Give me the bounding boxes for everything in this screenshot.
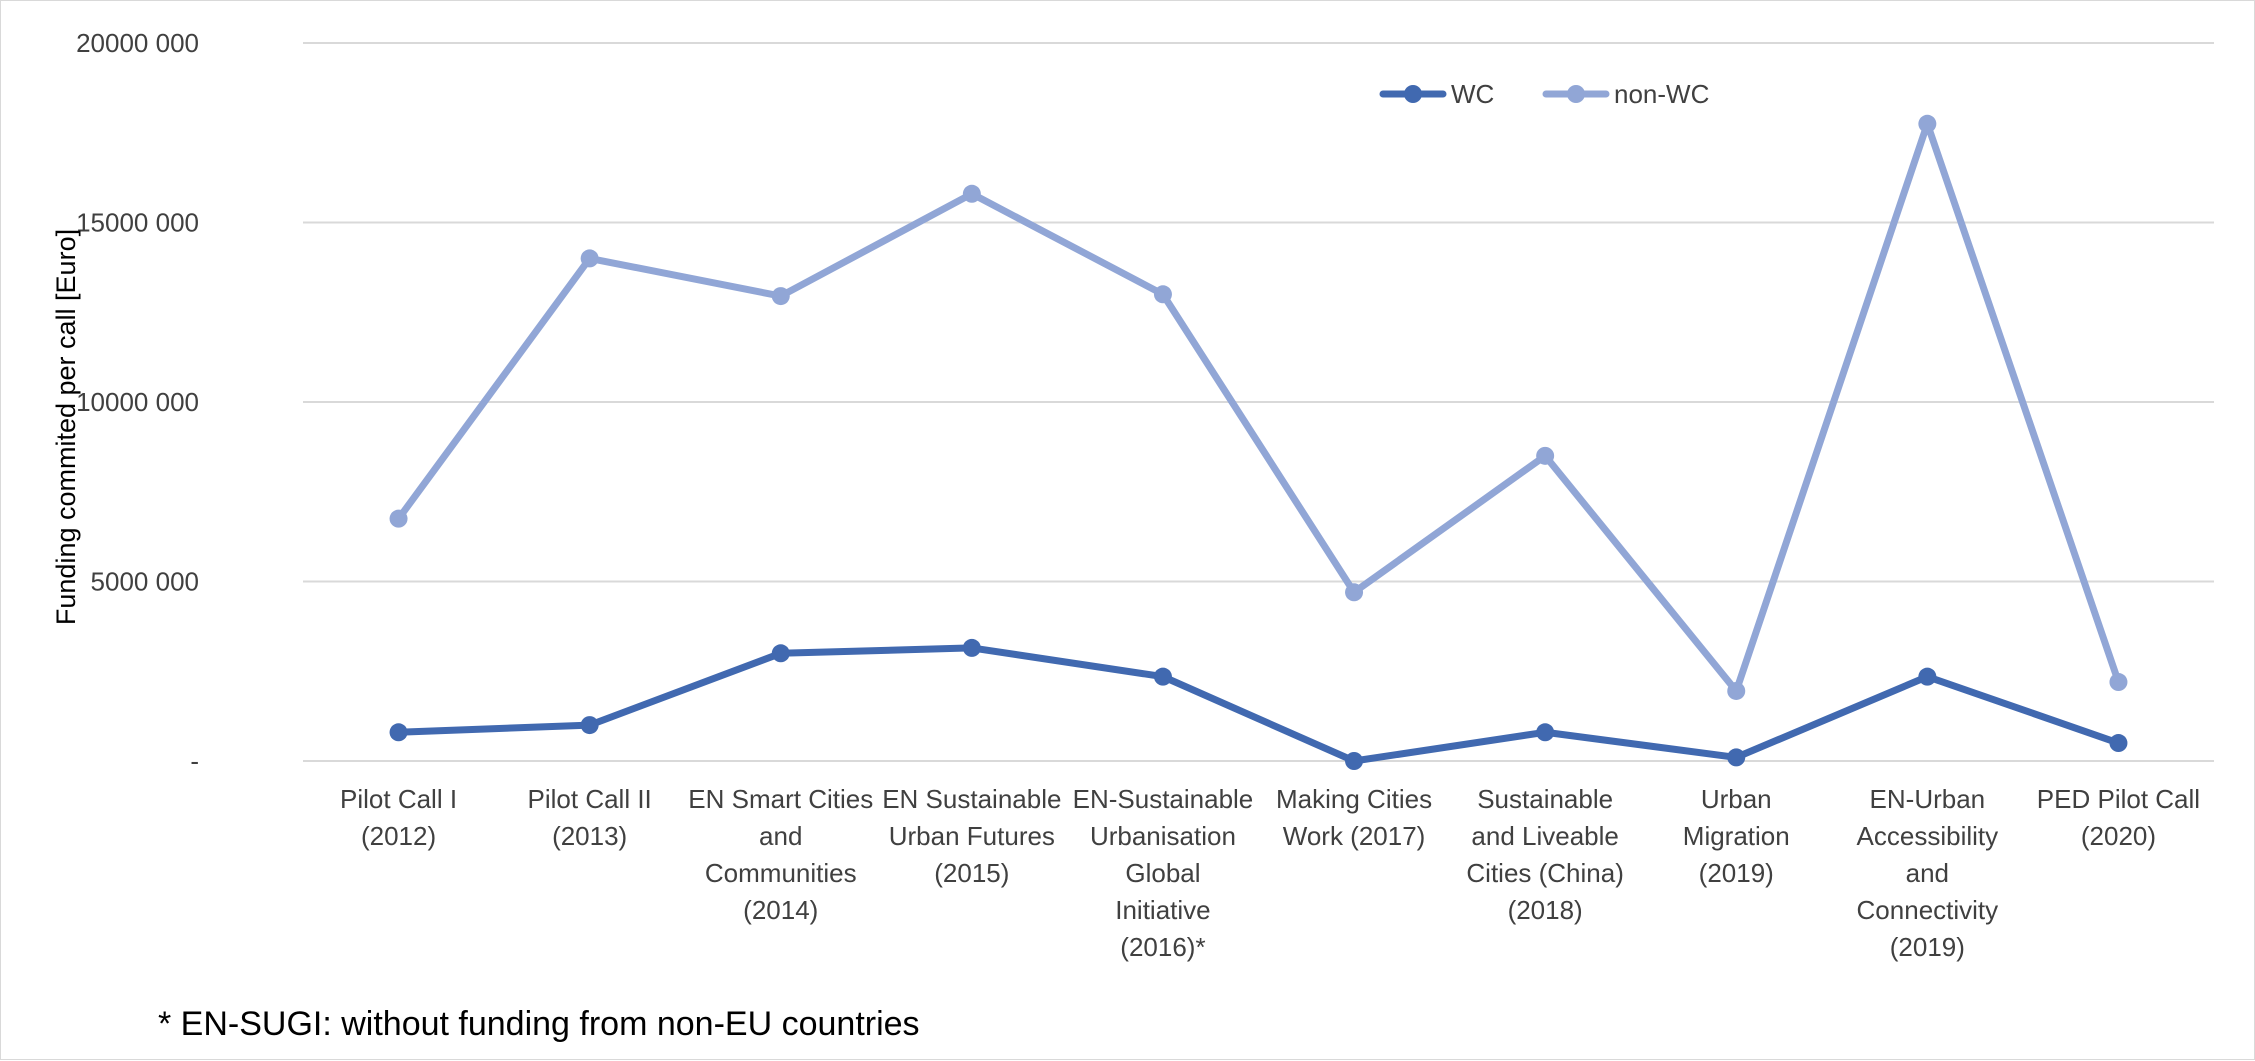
y-axis-title: Funding commited per call [Euro] [51, 229, 81, 625]
footnote: * EN-SUGI: without funding from non-EU c… [158, 1005, 920, 1043]
x-category-label-line: and [1906, 858, 1949, 888]
data-point-wc [1345, 752, 1364, 770]
x-category-label-line: (2018) [1508, 895, 1583, 925]
legend-label-wc: WC [1451, 79, 1494, 109]
y-tick-label: 5000 000 [91, 567, 199, 597]
x-category-label-line: (2020) [2081, 821, 2156, 851]
x-category-label: Pilot Call II (2013) [528, 784, 652, 851]
x-category-label-line: EN Sustainable [882, 784, 1061, 814]
data-point-wc [1536, 723, 1555, 742]
x-category-label-line: Work (2017) [1283, 821, 1426, 851]
x-category-label-line: EN-Sustainable [1073, 784, 1254, 814]
data-point-non-wc [1727, 681, 1746, 700]
x-category-label: EN Smart Cities and Communities (2014) [688, 784, 873, 925]
legend-marker-non-wc [1567, 85, 1585, 103]
x-category-label: EN-Sustainable Urbanisation Global Initiati… [1073, 784, 1254, 962]
data-point-wc [771, 644, 790, 663]
x-category-label-line: EN-Urban [1870, 784, 1986, 814]
x-category-label-line: Pilot Call I [340, 784, 457, 814]
x-category-label: EN-Urban Accessibility and Connectivity (201… [1857, 784, 1999, 962]
x-category-label-line: and Liveable [1471, 821, 1618, 851]
data-point-non-wc [1918, 114, 1937, 133]
y-tick-label: 10000 000 [76, 387, 199, 417]
x-category-label: EN Sustainable Urban Futures (2015) [882, 784, 1061, 888]
x-category-label-line: Cities (China) [1466, 858, 1624, 888]
x-category-label-line: Connectivity [1857, 895, 1999, 925]
data-point-wc [389, 723, 408, 742]
x-category-label-line: (2012) [361, 821, 436, 851]
data-point-wc [1727, 748, 1746, 767]
x-category-label: Urban Migration (2019) [1683, 784, 1790, 888]
x-category-label-line: Sustainable [1477, 784, 1613, 814]
data-point-non-wc [2109, 673, 2128, 692]
legend-marker-wc [1404, 85, 1422, 103]
y-tick-label: - [190, 746, 199, 776]
data-point-non-wc [1153, 285, 1172, 304]
data-point-wc [962, 638, 981, 657]
series-line-wc [395, 644, 2122, 765]
x-category-label-line: (2015) [934, 858, 1009, 888]
data-point-non-wc [771, 287, 790, 306]
x-category-label-line: Migration [1683, 821, 1790, 851]
data-point-non-wc [580, 249, 599, 268]
x-category-label-line: (2019) [1699, 858, 1774, 888]
x-category-label-line: PED Pilot Call [2037, 784, 2200, 814]
series-line-non-wc [395, 120, 2122, 695]
x-category-label-line: Making Cities [1276, 784, 1432, 814]
x-category-label-line: Pilot Call II [528, 784, 652, 814]
data-point-wc [1918, 667, 1937, 686]
x-category-label-line: Initiative [1115, 895, 1210, 925]
data-point-wc [2109, 734, 2128, 753]
data-point-non-wc [962, 184, 981, 203]
x-category-label: Making Cities Work (2017) [1276, 784, 1432, 851]
x-category-label-line: (2016)* [1120, 932, 1205, 962]
x-category-label: Sustainable and Liveable Cities (China) (20… [1466, 784, 1624, 925]
x-category-label-line: Urban [1701, 784, 1772, 814]
data-point-non-wc [389, 509, 408, 528]
x-category-label-line: Urbanisation [1090, 821, 1236, 851]
x-category-label-line: Global [1125, 858, 1200, 888]
x-category-label-line: (2013) [552, 821, 627, 851]
data-point-non-wc [1345, 583, 1364, 602]
x-category-label: PED Pilot Call (2020) [2037, 784, 2200, 851]
x-category-label-line: EN Smart Cities [688, 784, 873, 814]
x-category-label: Pilot Call I (2012) [340, 784, 457, 851]
data-point-wc [580, 716, 599, 735]
legend-label-non-wc: non-WC [1614, 79, 1709, 109]
x-category-label-line: and [759, 821, 802, 851]
y-tick-label: 20000 000 [76, 28, 199, 58]
y-tick-label: 15000 000 [76, 208, 199, 238]
data-point-non-wc [1536, 446, 1555, 465]
data-point-wc [1153, 667, 1172, 686]
x-category-label-line: Urban Futures [889, 821, 1055, 851]
x-category-label-line: Communities [705, 858, 857, 888]
x-category-label-line: Accessibility [1857, 821, 1999, 851]
x-category-label-line: (2019) [1890, 932, 1965, 962]
x-category-label-line: (2014) [743, 895, 818, 925]
